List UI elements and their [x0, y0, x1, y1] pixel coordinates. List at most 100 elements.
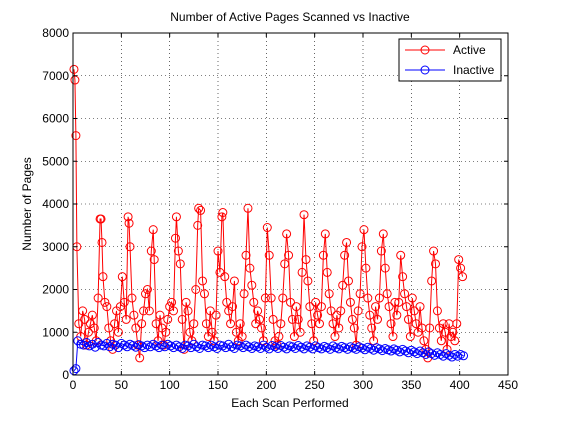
- data-point-active: [291, 302, 301, 312]
- legend: Active Inactive: [398, 38, 502, 82]
- y-tick-label: 0: [62, 368, 69, 382]
- y-tick-label: 8000: [42, 26, 69, 40]
- data-point-active: [274, 332, 284, 342]
- data-point-inactive: [166, 341, 176, 351]
- data-point-active: [336, 306, 346, 316]
- data-point-active: [71, 131, 81, 141]
- data-point-active: [448, 327, 458, 337]
- data-point-inactive: [386, 346, 396, 356]
- data-point-active: [382, 289, 392, 299]
- data-point-active: [78, 306, 88, 316]
- data-point-active: [340, 250, 350, 260]
- data-point-inactive: [192, 342, 202, 352]
- data-point-inactive: [360, 345, 370, 355]
- data-point-inactive: [218, 341, 228, 351]
- data-point-active: [432, 306, 442, 316]
- data-point-inactive: [444, 350, 454, 360]
- data-point-active: [315, 319, 324, 329]
- data-point-active: [355, 289, 365, 299]
- x-axis-label: Each Scan Performed: [231, 396, 348, 410]
- data-point-active: [193, 220, 203, 230]
- x-tick-label: 300: [353, 378, 373, 392]
- series-line-active: [73, 69, 464, 359]
- data-point-active: [359, 225, 369, 235]
- data-point-active: [324, 289, 334, 299]
- data-point-active: [141, 289, 150, 299]
- data-point-inactive: [421, 349, 431, 359]
- data-point-active: [218, 208, 228, 218]
- legend-marker-active: [420, 45, 430, 55]
- data-point-active: [396, 250, 406, 260]
- data-point-active: [338, 280, 348, 290]
- data-point-active: [87, 310, 97, 320]
- data-point-active: [299, 210, 309, 220]
- data-point-inactive: [377, 346, 387, 356]
- data-point-active: [301, 255, 311, 265]
- data-point-inactive: [84, 341, 94, 351]
- data-point-inactive: [157, 340, 167, 350]
- data-point-inactive: [224, 339, 234, 349]
- data-point-active: [357, 242, 367, 252]
- data-point-inactive: [273, 344, 283, 353]
- data-point-active: [213, 246, 223, 256]
- data-point-active: [183, 306, 193, 316]
- data-point-active: [367, 323, 377, 333]
- data-point-inactive: [227, 342, 237, 352]
- data-point-active: [121, 314, 131, 324]
- data-point-active: [264, 250, 274, 260]
- data-point-inactive: [200, 341, 210, 351]
- data-point-active: [93, 293, 103, 303]
- data-point-inactive: [119, 340, 129, 350]
- data-point-inactive: [357, 343, 367, 353]
- data-point-active: [247, 280, 257, 290]
- data-point-inactive: [253, 342, 263, 352]
- data-point-active: [390, 297, 400, 307]
- data-point-active: [266, 293, 276, 303]
- data-point-active: [305, 302, 315, 312]
- data-point-inactive: [247, 344, 257, 353]
- data-point-inactive: [328, 341, 338, 351]
- y-tick-label: 7000: [42, 69, 69, 83]
- data-point-active: [425, 323, 435, 333]
- x-tick-label: 150: [208, 378, 228, 392]
- data-point-active: [207, 327, 217, 337]
- data-point-active: [131, 323, 141, 333]
- data-point-active: [123, 212, 133, 222]
- data-point-inactive: [296, 342, 306, 352]
- data-point-active: [452, 319, 462, 329]
- data-point-inactive: [453, 351, 463, 361]
- data-point-active: [113, 327, 123, 337]
- series-inactive: [69, 336, 469, 376]
- data-point-active: [237, 332, 247, 342]
- data-point-inactive: [238, 343, 248, 353]
- data-point-inactive: [99, 341, 109, 351]
- data-point-active: [316, 302, 326, 312]
- data-point-inactive: [169, 343, 179, 353]
- data-point-active: [262, 223, 272, 233]
- data-point-inactive: [145, 342, 155, 352]
- data-point-active: [276, 319, 286, 329]
- data-point-inactive: [374, 344, 384, 354]
- data-point-inactive: [409, 347, 419, 357]
- data-point-active: [199, 289, 209, 299]
- data-point-inactive: [290, 344, 300, 353]
- data-point-active: [205, 306, 215, 316]
- data-point-active: [171, 212, 181, 222]
- data-point-active: [407, 293, 417, 303]
- data-point-inactive: [142, 340, 152, 350]
- data-point-active: [196, 205, 206, 215]
- data-point-active: [169, 306, 179, 316]
- data-point-active: [318, 250, 328, 260]
- data-point-active: [146, 246, 156, 256]
- data-point-active: [231, 327, 241, 337]
- data-point-active: [239, 289, 249, 299]
- y-tick-label: 6000: [42, 112, 69, 126]
- y-tick-label: 1000: [42, 325, 69, 339]
- data-point-active: [268, 314, 278, 324]
- y-tick-label: 3000: [42, 240, 69, 254]
- data-point-active: [409, 306, 419, 316]
- data-point-active: [374, 293, 384, 303]
- x-tick-label: 450: [498, 378, 518, 392]
